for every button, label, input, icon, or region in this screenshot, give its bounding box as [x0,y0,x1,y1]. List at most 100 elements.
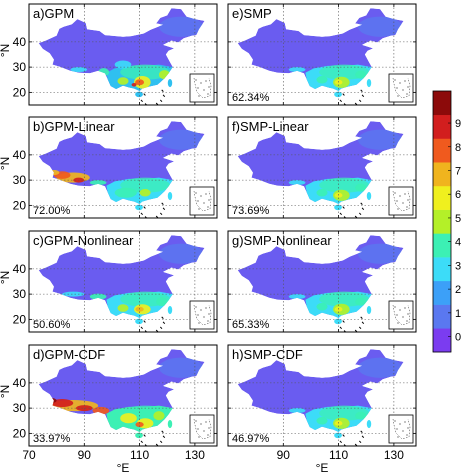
inset-island [399,309,401,311]
inset-island [406,93,408,95]
boundary-dash [159,440,163,444]
field-patch [70,67,88,73]
y-axis-label: °N [0,271,12,284]
panel-frame [227,3,417,106]
inset-island [197,200,199,202]
colorbar-segment [433,209,451,234]
hainan-island [135,204,143,211]
field-patch [158,357,204,378]
inset-island [208,86,210,88]
map-panels: a)GPM403020°Nb)GPM-Linear72.00%403020°Nc… [0,3,417,447]
inset-island [203,430,205,432]
boundary-dash [360,202,363,205]
colorbar-label: 4 [455,237,461,249]
colorbar-label: 7 [455,165,461,177]
inset-island [397,322,399,324]
field-patch [156,297,168,307]
inset-island [207,93,209,95]
inset-island [200,195,202,197]
boundary-dash [159,326,163,330]
panel-frame [227,230,417,333]
inset-island [207,434,209,436]
precip-field [237,121,404,205]
colorbar-segment [433,162,451,187]
y-tick-label: 20 [13,198,27,212]
colorbar-segment [433,185,451,210]
inset-island [399,195,401,197]
x-axis-label: °E [316,461,329,474]
precip-field [38,8,205,92]
field-patch [316,302,328,311]
panel-frame [28,3,218,106]
inset-frame [388,73,414,103]
boundary-dash [155,215,159,219]
boundary-dash [161,89,164,92]
hainan-island [135,432,143,439]
inset-island [404,80,406,82]
inset-island [399,82,401,84]
panel-title: f)SMP-Linear [232,119,309,134]
inset-island [404,421,406,423]
x-tick-label: 130 [185,448,205,462]
hainan-island [334,432,342,439]
colorbar-segment [433,328,451,353]
boundary-dash [342,434,345,437]
inset-island [200,309,202,311]
boundary-dash [159,99,163,103]
boundary-dash [358,326,362,330]
colorbar-label: 8 [455,142,461,154]
inset-island [203,89,205,91]
field-patch [357,243,403,264]
y-tick-label: 40 [13,148,27,162]
field-patch [153,411,165,421]
inset-dashline [392,304,411,326]
inset-island [197,314,199,316]
boundary-dash [155,443,159,447]
panel-percent: 73.69% [232,205,270,217]
field-patch [316,188,328,197]
y-axis-label: °N [0,157,12,170]
inset-dashline [193,418,212,440]
inset-island [402,316,404,318]
colorbar-label: 2 [455,284,461,296]
inset-frame [189,186,215,216]
colorbar-label: 3 [455,260,461,272]
inset-island [200,423,202,425]
panel-percent: 65.33% [232,319,270,331]
boundary-dash [342,206,345,209]
inset-island [407,86,409,88]
south-china-sea-inset [388,186,414,216]
boundary-dash [361,207,365,211]
boundary-dash [339,440,342,444]
field-patch [114,187,137,198]
boundary-dash [358,440,362,444]
boundary-dash [354,102,358,106]
inset-island [399,423,401,425]
map-panel: f)SMP-Linear 73.69% [227,116,417,219]
field-patch [355,183,367,192]
hainan-island [334,91,342,98]
boundary-dash [162,207,166,211]
colorbar-segment [433,138,451,163]
taiwan-island [366,191,372,201]
field-patch [117,77,129,85]
axes-labels: 70 90 110 130 °E 90 110 130 °E [22,448,404,474]
inset-island [197,87,199,89]
inset-island [404,193,406,195]
boundary-dash [140,326,143,330]
precip-field [237,235,404,319]
field-patch [62,291,85,297]
y-tick-label: 30 [13,401,27,415]
inset-island [394,192,396,194]
inset-island [197,428,199,430]
colorbar-label: 1 [455,308,461,320]
colorbar-frame [432,90,452,353]
boundary-dash [161,430,164,433]
field-patch [288,408,306,414]
y-tick-label: 30 [13,173,27,187]
inset-island [195,79,197,81]
inset-island [396,428,398,430]
inset-island [406,434,408,436]
panel-frame [28,116,218,219]
field-patch [114,60,132,69]
